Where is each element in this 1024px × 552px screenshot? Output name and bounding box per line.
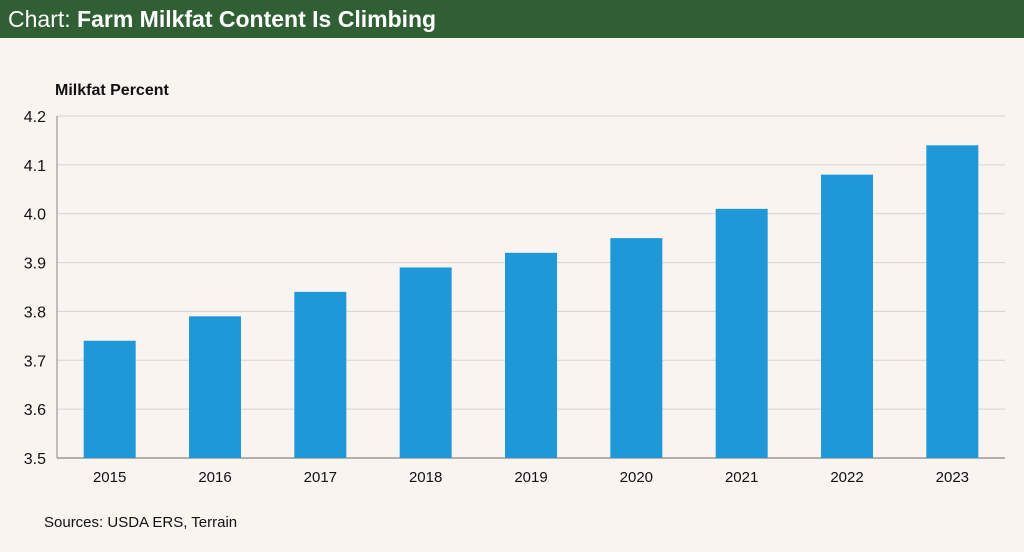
x-tick-label: 2015: [93, 469, 126, 486]
x-tick-label: 2019: [514, 469, 547, 486]
x-tick-label: 2016: [198, 469, 231, 486]
x-tick-label: 2021: [725, 469, 758, 486]
x-axis-ticks: 2015 2016 2017 2018 2019 2020 2021 2022 2023: [93, 469, 969, 486]
y-tick-label: 3.6: [24, 402, 46, 419]
y-tick-label: 4.0: [24, 207, 46, 224]
header-prefix: Chart:: [8, 6, 78, 32]
bar-2022: [821, 174, 873, 458]
y-tick-label: 3.8: [24, 304, 46, 321]
y-axis-ticks: 3.5 3.6 3.7 3.8 3.9 4.0 4.1 4.2: [24, 109, 46, 468]
y-tick-label: 3.5: [24, 451, 46, 468]
bar-2023: [926, 145, 979, 459]
bar-2016: [189, 316, 241, 458]
y-axis-title: Milkfat Percent: [55, 82, 169, 99]
chart-area: Milkfat Percent 3.5 3.6 3.7 3.8 3.9 4.0 4.1 4.2…: [0, 38, 1024, 552]
bar-chart: Milkfat Percent 3.5 3.6 3.7 3.8 3.9 4.0 4.1 4.2…: [24, 82, 1005, 531]
chart-title: Farm Milkfat Content Is Climbing: [77, 6, 437, 32]
x-tick-label: 2020: [620, 469, 653, 486]
bars: [83, 145, 979, 459]
x-tick-label: 2023: [936, 469, 969, 486]
y-tick-label: 4.1: [24, 158, 46, 175]
y-tick-label: 3.7: [24, 353, 46, 370]
bar-2018: [399, 267, 452, 458]
x-tick-label: 2017: [304, 469, 337, 486]
y-tick-label: 4.2: [24, 109, 46, 126]
y-tick-label: 3.9: [24, 256, 46, 273]
bar-2021: [715, 208, 768, 458]
bar-2015: [83, 340, 136, 458]
chart-header: Chart: Farm Milkfat Content Is Climbing: [0, 0, 1024, 38]
source-note: Sources: USDA ERS, Terrain: [44, 514, 237, 531]
bar-2020: [610, 238, 663, 458]
x-tick-label: 2018: [409, 469, 442, 486]
x-tick-label: 2022: [830, 469, 863, 486]
bar-2019: [505, 252, 557, 458]
bar-2017: [294, 291, 347, 458]
